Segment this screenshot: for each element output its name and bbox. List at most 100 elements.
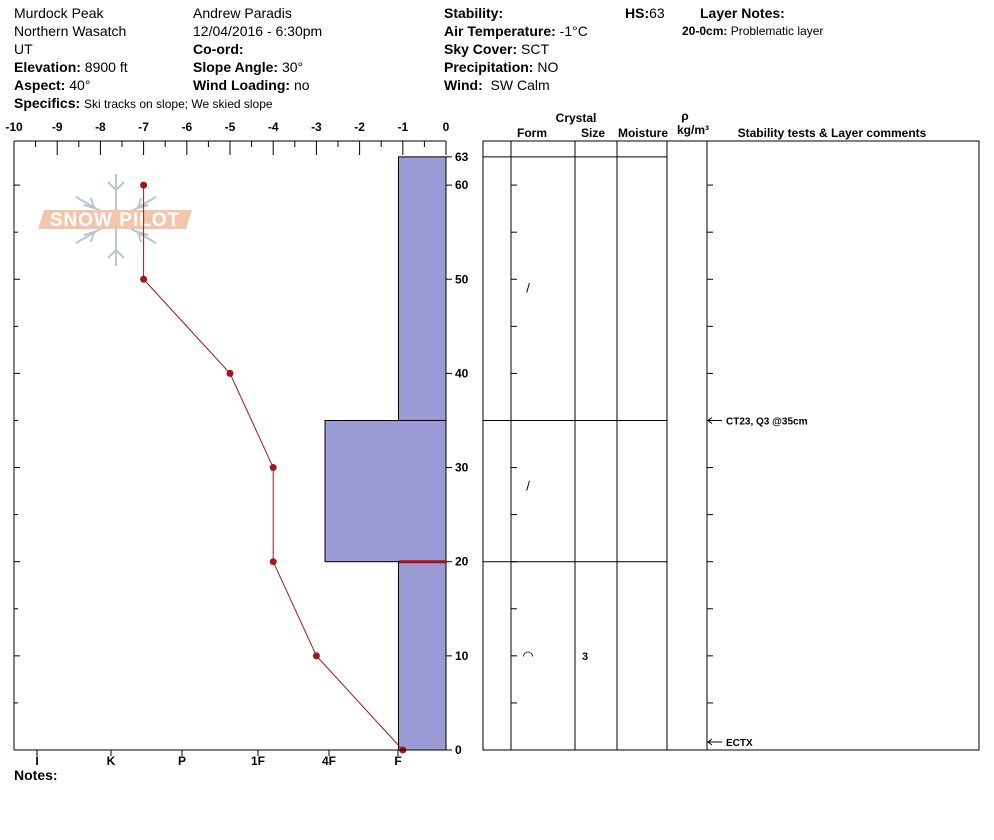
stability-arrow-icon [707, 417, 713, 424]
logo-text: SNOW PILOT [50, 210, 180, 231]
hs-label: HS: [625, 5, 650, 21]
location-name: Murdock Peak [14, 5, 104, 21]
air-temp-label: Air Temperature: [444, 23, 556, 39]
wind-loading-value: no [293, 77, 310, 93]
snowpilot-logo: SNOW PILOT [38, 174, 192, 266]
air-temp-row: Air Temperature: -1°C [444, 22, 588, 40]
temp-tick-label: -8 [95, 120, 106, 134]
temp-tick-label: -9 [52, 120, 63, 134]
layer-note-depth: 20-0cm: [682, 24, 728, 38]
hardness-tick-label: I [35, 754, 38, 768]
slope-row: Slope Angle: 30° [193, 58, 303, 76]
density-unit-header: kg/m³ [677, 123, 709, 137]
slope-value: 30° [281, 59, 304, 75]
specifics-label: Specifics: [14, 95, 81, 111]
temperature-point [269, 558, 277, 566]
wind-loading-row: Wind Loading: no [193, 76, 310, 94]
sky-row: Sky Cover: SCT [444, 40, 549, 58]
hardness-bar [397, 156, 447, 421]
stability-arrow-icon [707, 738, 713, 746]
air-temp-value: -1°C [559, 23, 588, 39]
temperature-point [312, 652, 320, 660]
crystal-size-value: 3 [582, 651, 588, 663]
observer-name: Andrew Paradis [193, 5, 292, 21]
stability-test-label: ECTX [726, 738, 753, 749]
layer-notes-row: Layer Notes: [700, 4, 785, 22]
temp-tick-label: -5 [225, 120, 236, 134]
sky-label: Sky Cover: [444, 41, 518, 57]
temp-tick-label: -10 [5, 120, 23, 134]
crystal-form-symbol: ◠ [522, 648, 533, 663]
hs-row: HS:63 [625, 4, 665, 22]
sky-value: SCT [521, 41, 550, 57]
wind-loading-label: Wind Loading: [193, 77, 291, 93]
rho-header: ρ [681, 109, 688, 123]
wind-value: SW Calm [490, 77, 550, 93]
height-tick-label: 63 [455, 150, 469, 164]
size-header: Size [581, 126, 605, 140]
stability-test-label: CT23, Q3 @35cm [726, 416, 808, 427]
layer-notes-label: Layer Notes: [700, 5, 785, 21]
temp-tick-label: -2 [354, 120, 365, 134]
hs-value: 63 [649, 5, 665, 21]
hardness-tick-label: 4F [322, 754, 336, 768]
moisture-header: Moisture [618, 126, 668, 140]
temperature-point [140, 181, 148, 189]
notes-label: Notes: [14, 767, 58, 783]
height-tick-label: 10 [455, 649, 469, 663]
aspect-label: Aspect: [14, 77, 66, 93]
elevation-label: Elevation: [14, 59, 81, 75]
temperature-point [140, 275, 148, 283]
plot-area [140, 156, 447, 754]
aspect-value: 40° [69, 77, 91, 93]
temp-tick-label: -3 [311, 120, 322, 134]
wind-label: Wind: [444, 77, 483, 93]
coord-row: Co-ord: [193, 40, 244, 58]
temp-tick-label: -6 [181, 120, 192, 134]
logo-banner [38, 210, 192, 229]
notes-row: Notes: [14, 766, 58, 784]
slope-label: Slope Angle: [193, 59, 279, 75]
elevation-row: Elevation: 8900 ft [14, 58, 128, 76]
hardness-tick-label: P [178, 754, 186, 768]
observation-datetime: 12/04/2016 - 6:30pm [193, 23, 323, 39]
hardness-tick-label: F [394, 754, 401, 768]
precip-row: Precipitation: NO [444, 58, 558, 76]
layer-table: / / ◠ 3 CT23, Q3 @35cm ECTX [482, 140, 980, 751]
height-tick-label: 0 [455, 743, 462, 757]
temp-tick-label: -7 [138, 120, 149, 134]
layer-note-row: 20-0cm: Problematic layer [682, 22, 823, 40]
height-tick-label: 50 [455, 272, 469, 286]
height-tick-label: 60 [455, 178, 469, 192]
temp-tick-label: -1 [397, 120, 408, 134]
range-name: Northern Wasatch [14, 23, 127, 39]
precip-label: Precipitation: [444, 59, 534, 75]
height-tick-label: 40 [455, 366, 469, 380]
crystal-header: Crystal [556, 111, 597, 125]
hardness-tick-label: K [107, 754, 116, 768]
height-tick-label: 20 [455, 555, 469, 569]
crystal-form-symbol: / [526, 281, 530, 296]
temperature-point [269, 464, 277, 472]
hardness-bar [324, 419, 447, 563]
height-tick-label: 30 [455, 461, 469, 475]
temp-tick-label: 0 [443, 120, 450, 134]
hardness-tick-label: 1F [251, 754, 265, 768]
hardness-bar [397, 561, 447, 751]
temp-tick-label: -4 [268, 120, 279, 134]
table-frame [482, 140, 980, 751]
temperature-point [226, 369, 234, 377]
aspect-row: Aspect: 40° [14, 76, 90, 94]
crystal-form-symbol: / [526, 478, 530, 493]
specifics-value: Ski tracks on slope; We skied slope [84, 97, 273, 111]
stability-header: Stability tests & Layer comments [738, 126, 927, 140]
state-name: UT [14, 41, 33, 57]
stability-label: Stability: [444, 5, 504, 21]
specifics-row: Specifics: Ski tracks on slope; We skied… [14, 94, 273, 113]
layer-note-text: Problematic layer [730, 24, 824, 38]
elevation-value: 8900 ft [84, 59, 128, 75]
precip-value: NO [537, 59, 559, 75]
form-header: Form [517, 126, 547, 140]
